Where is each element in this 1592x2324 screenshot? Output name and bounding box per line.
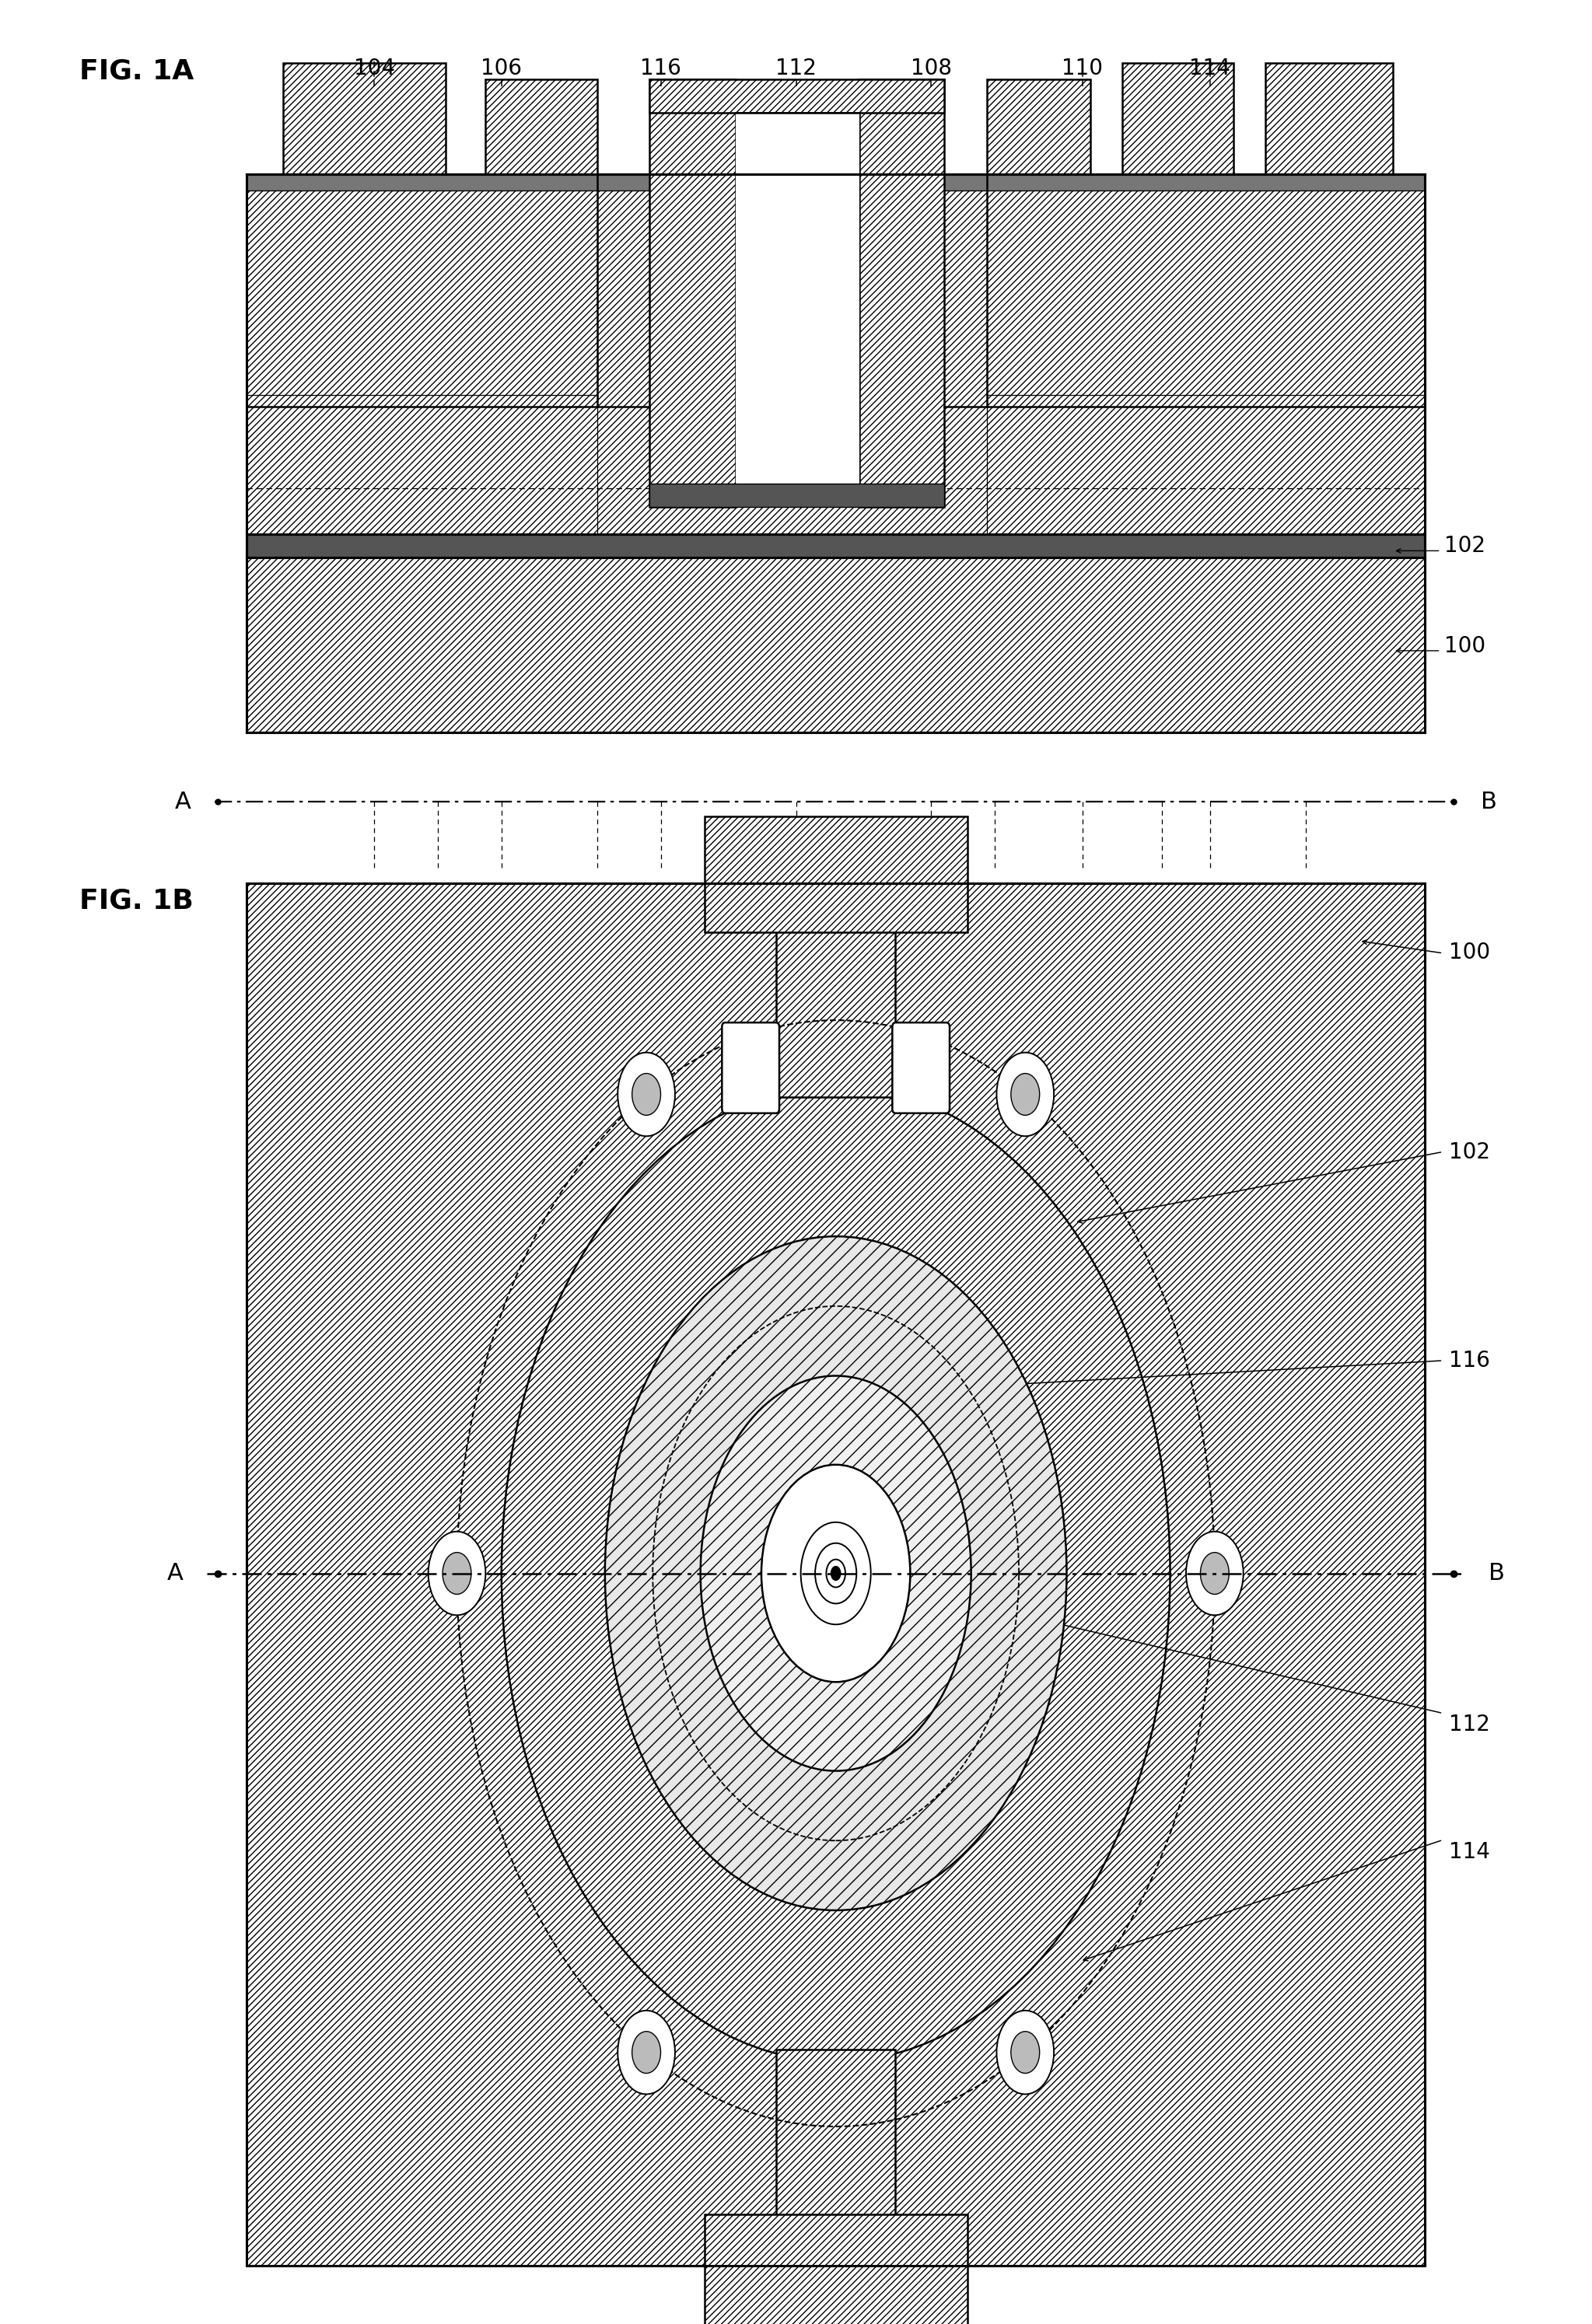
Circle shape	[618, 1053, 675, 1136]
Bar	[777, 2050, 895, 2238]
Circle shape	[501, 1085, 1170, 2061]
Text: A: A	[167, 1562, 183, 1585]
Bar	[247, 174, 1425, 535]
Bar	[247, 174, 1425, 732]
Text: 114: 114	[1189, 58, 1231, 79]
Bar	[1122, 63, 1234, 174]
Circle shape	[632, 1074, 661, 1116]
Text: FIG. 1B: FIG. 1B	[80, 888, 194, 913]
Bar	[283, 63, 446, 174]
Circle shape	[632, 2031, 661, 2073]
Bar	[987, 395, 1425, 535]
Circle shape	[761, 1464, 911, 1683]
Circle shape	[1200, 1552, 1229, 1594]
Text: 108: 108	[911, 58, 952, 79]
Bar	[1266, 63, 1393, 174]
Text: 114: 114	[1449, 1841, 1490, 1864]
Bar	[650, 79, 736, 507]
FancyBboxPatch shape	[723, 1023, 780, 1113]
Bar	[247, 883, 1425, 2266]
Circle shape	[831, 1566, 841, 1580]
Bar	[860, 79, 944, 507]
Circle shape	[997, 1053, 1054, 1136]
Circle shape	[1011, 2031, 1040, 2073]
Text: 102: 102	[1449, 1141, 1490, 1162]
Bar	[247, 174, 1425, 191]
Text: B: B	[1489, 1562, 1504, 1585]
Text: 112: 112	[775, 58, 817, 79]
Bar	[650, 79, 944, 114]
Text: 104: 104	[353, 58, 395, 79]
Circle shape	[1011, 1074, 1040, 1116]
Bar	[704, 816, 968, 932]
Bar	[704, 2215, 968, 2324]
FancyBboxPatch shape	[892, 1023, 949, 1113]
Text: 100: 100	[1449, 941, 1490, 964]
Text: 100: 100	[1444, 634, 1485, 658]
Circle shape	[605, 1236, 1067, 1910]
Bar	[486, 79, 597, 174]
Circle shape	[700, 1376, 971, 1771]
Text: 112: 112	[1449, 1713, 1490, 1736]
Circle shape	[618, 2010, 675, 2094]
Text: 102: 102	[1444, 535, 1485, 558]
Bar	[247, 395, 597, 535]
Bar	[247, 558, 1425, 732]
Circle shape	[1186, 1532, 1243, 1615]
Text: FIG. 1A: FIG. 1A	[80, 58, 194, 84]
Bar	[987, 79, 1091, 174]
Bar	[247, 883, 1425, 2266]
Bar	[777, 909, 895, 1097]
Text: 116: 116	[1449, 1350, 1490, 1371]
Text: A: A	[175, 790, 191, 813]
Circle shape	[428, 1532, 486, 1615]
Text: 110: 110	[1062, 58, 1103, 79]
Circle shape	[997, 2010, 1054, 2094]
Circle shape	[443, 1552, 471, 1594]
Bar	[736, 114, 860, 483]
Text: 116: 116	[640, 58, 681, 79]
Text: 106: 106	[481, 58, 522, 79]
Bar	[247, 535, 1425, 558]
Bar	[650, 483, 944, 507]
Text: B: B	[1481, 790, 1496, 813]
